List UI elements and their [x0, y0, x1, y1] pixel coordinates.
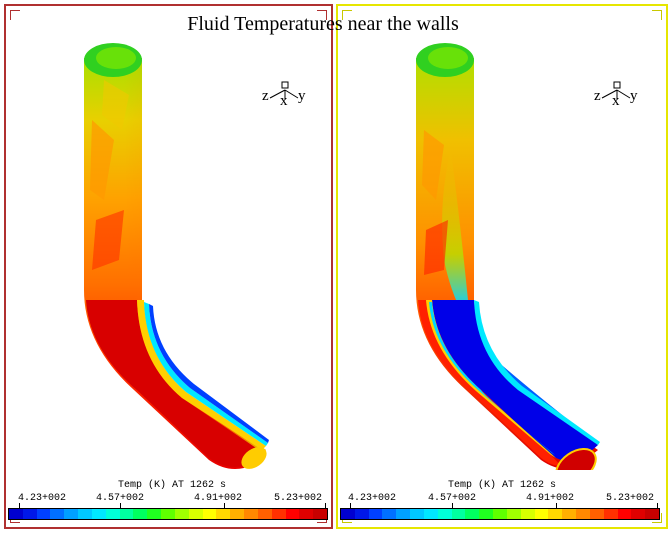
colorbar-segment [313, 509, 328, 519]
colorbar-segment [341, 509, 355, 519]
colorbar-segment [105, 509, 120, 519]
colorbar-segment [174, 509, 189, 519]
tick-label: 4.23+002 [348, 493, 397, 504]
colorbar-segment [465, 509, 480, 519]
tick-label: 4.57+002 [96, 493, 145, 504]
tick-label: 4.23+002 [18, 493, 67, 504]
tick-mark [452, 503, 453, 508]
colorbar-segment [423, 509, 438, 519]
figure-title: Fluid Temperatures near the walls [187, 13, 459, 35]
tick-mark [556, 503, 557, 508]
colorbar-segment [36, 509, 51, 519]
colorbar-segment [161, 509, 175, 519]
y-axis-label: y [298, 88, 306, 104]
colorbar-segment [479, 509, 494, 519]
colorbar-segment [50, 509, 65, 519]
x-axis-label: x [280, 93, 288, 109]
y-axis-label: y [630, 88, 638, 104]
left-legend-caption: Temp (K) AT 1262 s [116, 480, 229, 491]
tick-label: 5.23+002 [606, 493, 655, 504]
colorbar-segment [133, 509, 148, 519]
corner-mark [652, 10, 662, 20]
tick-label: 4.91+002 [194, 493, 243, 504]
colorbar-segment [244, 509, 258, 519]
colorbar-segment [78, 509, 92, 519]
colorbar-segment [396, 509, 411, 519]
colorbar-segment [216, 509, 231, 519]
colorbar-segment [410, 509, 424, 519]
colorbar-segment [368, 509, 383, 519]
tick-mark [19, 503, 20, 508]
tick-mark [120, 503, 121, 508]
right-legend-caption: Temp (K) AT 1262 s [446, 480, 559, 491]
z-axis-label: z [262, 88, 269, 104]
z-axis-label: z [594, 88, 601, 104]
colorbar-segment [562, 509, 577, 519]
corner-mark [317, 10, 327, 20]
colorbar-segment [506, 509, 521, 519]
colorbar-segment [271, 509, 286, 519]
right-pipe-temperature-plot [416, 43, 600, 470]
colorbar-segment [576, 509, 590, 519]
tick-label: 5.23+002 [274, 493, 323, 504]
tick-mark [325, 503, 326, 508]
colorbar-segment [354, 509, 369, 519]
right-temperature-colorbar [340, 508, 660, 520]
tick-mark [657, 503, 658, 508]
colorbar-segment [382, 509, 397, 519]
colorbar-segment [285, 509, 300, 519]
colorbar-segment [534, 509, 549, 519]
colorbar-segment [64, 509, 79, 519]
colorbar-segment [119, 509, 134, 519]
colorbar-segment [493, 509, 507, 519]
colorbar-segment [437, 509, 452, 519]
corner-mark [342, 10, 352, 20]
colorbar-segment [631, 509, 646, 519]
colorbar-segment [91, 509, 106, 519]
x-axis-label: x [612, 93, 620, 109]
colorbar-segment [22, 509, 37, 519]
colorbar-segment [617, 509, 632, 519]
tick-label: 4.91+002 [526, 493, 575, 504]
colorbar-segment [188, 509, 203, 519]
colorbar-segment [299, 509, 314, 519]
colorbar-segment [147, 509, 162, 519]
colorbar-segment [548, 509, 563, 519]
colorbar-segment [520, 509, 535, 519]
colorbar-segment [202, 509, 217, 519]
colorbar-segment [230, 509, 245, 519]
right-viewport-panel[interactable] [336, 4, 668, 529]
tick-mark [224, 503, 225, 508]
tick-mark [350, 503, 351, 508]
corner-mark [10, 10, 20, 20]
tick-label: 4.57+002 [428, 493, 477, 504]
colorbar-segment [603, 509, 618, 519]
colorbar-segment [645, 509, 660, 519]
colorbar-segment [257, 509, 272, 519]
colorbar-segment [451, 509, 466, 519]
corner-mark [652, 513, 662, 523]
left-temperature-colorbar [8, 508, 328, 520]
colorbar-segment [9, 509, 23, 519]
left-pipe-temperature-plot [84, 43, 269, 469]
colorbar-segment [589, 509, 604, 519]
